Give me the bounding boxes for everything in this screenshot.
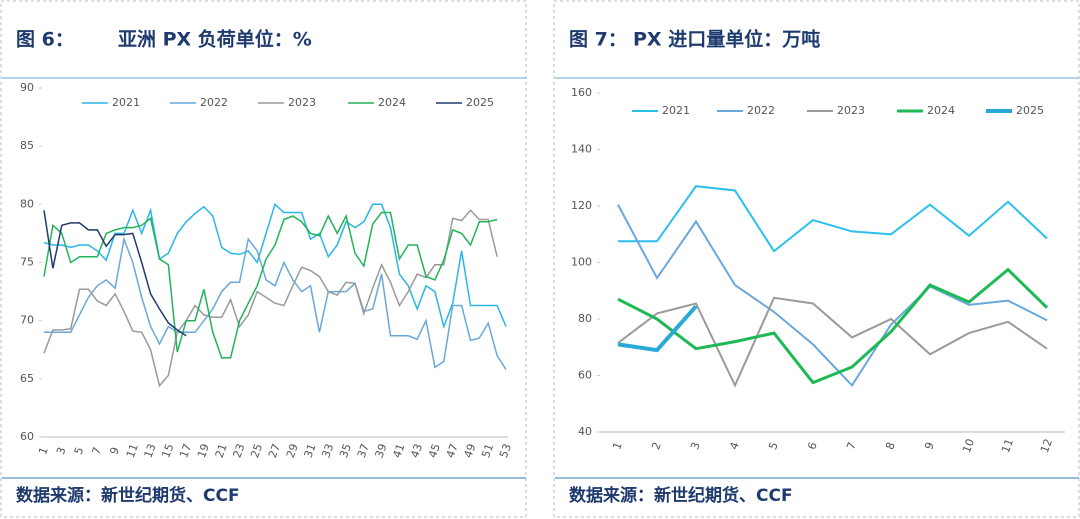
- series-line: [44, 236, 507, 370]
- x-tick-label: 1: [610, 440, 625, 451]
- y-tick-label: 90: [20, 81, 34, 94]
- x-tick-label: 1: [36, 445, 51, 456]
- series-line: [43, 209, 498, 388]
- x-tick-label: 3: [54, 445, 69, 456]
- series-line: [617, 304, 698, 353]
- series-line: [617, 296, 1048, 388]
- series-line: [618, 185, 1048, 253]
- panel-border: [553, 0, 1080, 518]
- x-tick-label: 17: [177, 442, 194, 460]
- series-line: [43, 210, 187, 337]
- series-line: [617, 204, 1048, 388]
- legend-label: 2025: [466, 96, 494, 109]
- x-tick-label: 11: [999, 437, 1016, 455]
- x-tick-label: 5: [72, 445, 87, 456]
- x-tick-label: 12: [1038, 437, 1055, 455]
- figure-label: 图 6：: [16, 29, 74, 51]
- x-tick-label: 3: [688, 440, 703, 451]
- y-tick-label: 65: [20, 372, 34, 385]
- x-tick-label: 5: [766, 440, 781, 451]
- y-tick-label: 85: [20, 139, 34, 152]
- x-tick-label: 7: [844, 440, 859, 451]
- x-tick-label: 53: [497, 442, 514, 460]
- x-tick-label: 6: [805, 440, 820, 451]
- x-tick-label: 7: [90, 445, 105, 456]
- series-line: [43, 202, 507, 329]
- x-tick-label: 9: [922, 440, 937, 451]
- y-tick-label: 100: [571, 256, 592, 269]
- legend-label: 2023: [288, 96, 316, 109]
- x-tick-label: 23: [230, 442, 247, 460]
- y-tick-label: 60: [578, 369, 592, 382]
- legend-label: 2024: [927, 104, 955, 117]
- x-tick-label: 35: [337, 442, 354, 460]
- y-tick-label: 140: [571, 143, 592, 156]
- x-tick-label: 15: [159, 442, 176, 460]
- figure-label: 图 7：: [569, 29, 627, 51]
- x-tick-label: 8: [883, 440, 898, 451]
- series-line: [617, 267, 1049, 385]
- y-tick-label: 40: [578, 425, 592, 438]
- y-tick-label: 160: [571, 86, 592, 99]
- series-line: [43, 211, 498, 359]
- x-tick-label: 43: [408, 442, 425, 460]
- x-tick-label: 21: [213, 442, 230, 460]
- x-tick-label: 39: [373, 442, 390, 460]
- y-tick-label: 75: [20, 256, 34, 269]
- x-tick-label: 19: [195, 442, 212, 460]
- legend-label: 2021: [662, 104, 690, 117]
- x-tick-label: 27: [266, 442, 283, 460]
- x-tick-label: 4: [727, 440, 742, 451]
- chart-title: PX 进口量单位：万吨: [633, 28, 820, 51]
- x-tick-label: 13: [142, 442, 159, 460]
- y-tick-label: 80: [20, 197, 34, 210]
- x-tick-label: 29: [284, 442, 301, 460]
- source-note: 数据来源：新世纪期货、CCF: [569, 485, 793, 506]
- chart-title: 亚洲 PX 负荷单位：%: [118, 28, 312, 51]
- x-tick-label: 11: [124, 442, 141, 460]
- y-tick-label: 60: [20, 430, 34, 443]
- x-tick-label: 9: [107, 445, 122, 456]
- legend-label: 2022: [200, 96, 228, 109]
- legend-label: 2021: [112, 96, 140, 109]
- x-tick-label: 33: [319, 442, 336, 460]
- y-tick-label: 70: [20, 314, 34, 327]
- x-tick-label: 31: [302, 442, 319, 460]
- y-tick-label: 80: [578, 312, 592, 325]
- x-tick-label: 10: [960, 437, 977, 455]
- x-tick-label: 49: [461, 442, 478, 460]
- x-tick-label: 47: [444, 442, 461, 460]
- legend-label: 2023: [837, 104, 865, 117]
- legend-label: 2024: [378, 96, 406, 109]
- x-tick-label: 25: [248, 442, 265, 460]
- y-tick-label: 120: [571, 199, 592, 212]
- legend-label: 2022: [747, 104, 775, 117]
- x-tick-label: 2: [649, 440, 664, 451]
- legend-label: 2025: [1016, 104, 1044, 117]
- source-note: 数据来源：新世纪期货、CCF: [16, 485, 240, 506]
- x-tick-label: 41: [390, 442, 407, 460]
- x-tick-label: 37: [355, 442, 372, 460]
- panel-border: [0, 0, 527, 518]
- x-tick-label: 51: [479, 442, 496, 460]
- x-tick-label: 45: [426, 442, 443, 460]
